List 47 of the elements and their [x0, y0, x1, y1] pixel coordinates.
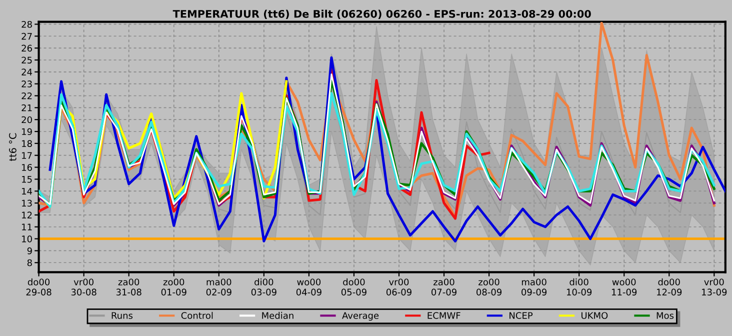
y-tick-label: 22 [22, 92, 32, 100]
y-tick-label: 20 [22, 116, 32, 124]
x-tick-label: ma00 02-09 [206, 278, 232, 296]
x-tick-label: do00 05-09 [341, 278, 366, 296]
y-tick-label: 21 [22, 104, 32, 112]
x-tick-label: vr00 13-09 [702, 278, 727, 296]
legend-label: Average [342, 312, 379, 321]
y-tick-label: 19 [22, 128, 32, 136]
x-tick-label: zo00 08-09 [476, 278, 502, 296]
x-tick-label: di00 10-09 [566, 278, 592, 296]
y-tick-label: 8 [27, 259, 32, 266]
legend-label: Control [181, 312, 213, 319]
y-tick-label: 28 [22, 20, 32, 28]
y-tick-label: 13 [22, 200, 32, 207]
x-tick-label: wo00 11-09 [612, 278, 637, 296]
x-tick-label: vr00 30-08 [71, 278, 96, 296]
legend-label: Runs [112, 312, 133, 319]
legend-label: UKMO [582, 312, 608, 319]
y-tick-label: 26 [22, 44, 32, 52]
legend-label: Mos [656, 312, 674, 319]
y-tick-label: 11 [22, 224, 32, 230]
x-tick-label: za00 31-08 [116, 278, 142, 296]
y-tick-label: 23 [22, 80, 32, 88]
y-tick-label: 17 [22, 152, 32, 159]
x-tick-label: di00 03-09 [251, 278, 276, 296]
legend-label: Median [262, 312, 294, 319]
x-tick-label: vr00 06-09 [386, 278, 412, 296]
x-tick-label: zo00 01-09 [161, 278, 186, 296]
x-tick-label: wo00 04-09 [296, 278, 322, 296]
y-tick-label: 12 [22, 212, 32, 218]
y-tick-label: 16 [22, 164, 32, 171]
y-tick-label: 14 [22, 188, 32, 195]
legend-label: ECMWF [428, 312, 460, 319]
y-tick-label: 9 [27, 247, 32, 254]
x-tick-label: do00 12-09 [657, 278, 682, 296]
y-tick-label: 10 [22, 236, 32, 242]
y-tick-label: 27 [22, 32, 32, 40]
legend-label: NCEP [510, 312, 533, 319]
chart-title: TEMPERATUUR (tt6) De Bilt (06260) 06260 - EPS-run: 2013-08-29 00:00 [172, 10, 591, 20]
y-tick-label: 25 [22, 56, 32, 64]
y-axis-title: tt6 °C [9, 133, 16, 162]
x-tick-label: do00 29-08 [26, 278, 52, 296]
y-tick-label: 15 [22, 176, 32, 183]
x-tick-label: ma00 09-09 [522, 278, 547, 296]
y-tick-label: 18 [22, 140, 32, 147]
x-tick-label: za00 07-09 [431, 278, 456, 296]
y-tick-label: 24 [22, 68, 32, 76]
